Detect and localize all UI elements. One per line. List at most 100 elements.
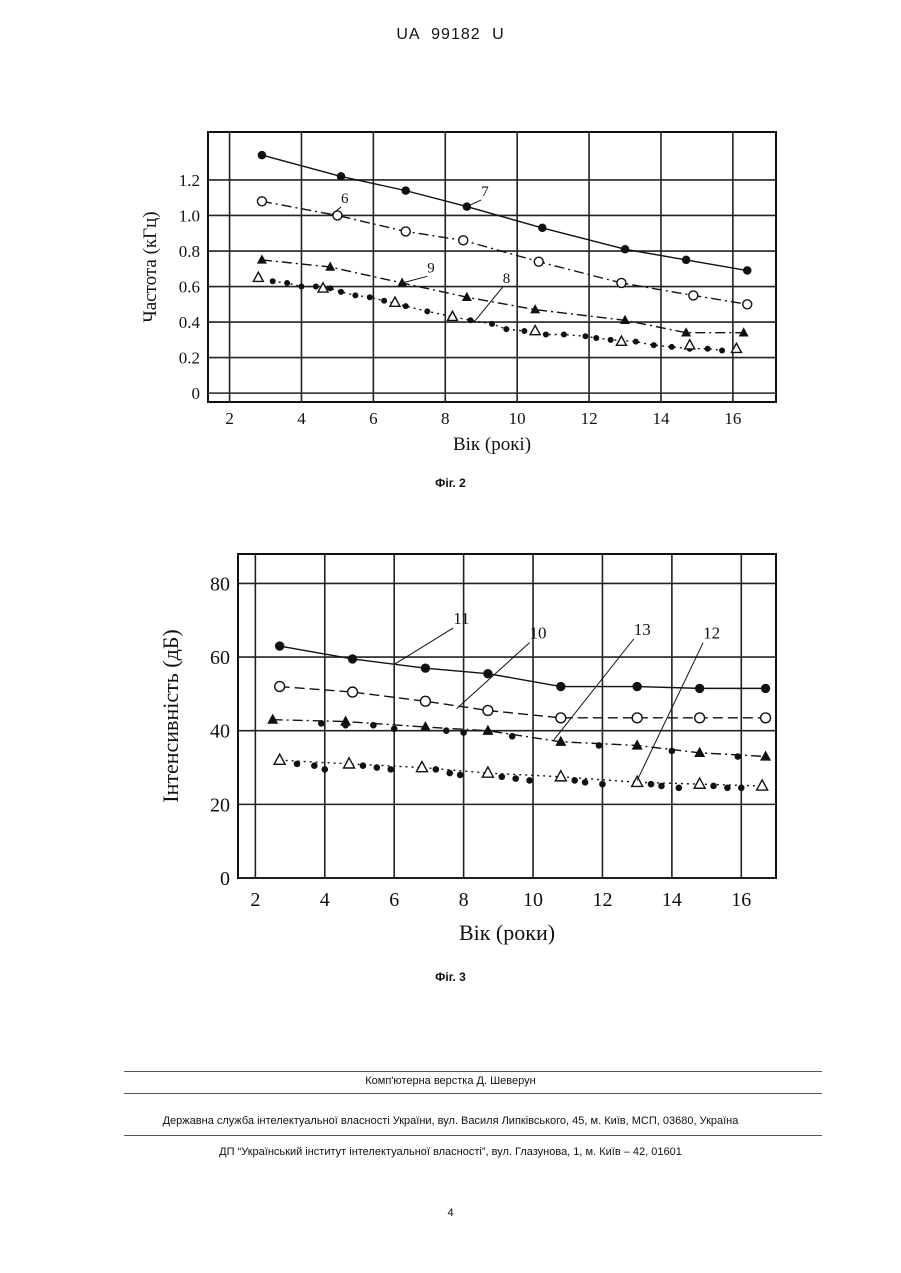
layout-credit: Комп'ютерна верстка Д. Шеверун bbox=[0, 1075, 901, 1087]
data-point bbox=[344, 758, 355, 768]
x-tick-label: 12 bbox=[581, 409, 598, 428]
x-axis-label: Вік (роки) bbox=[459, 920, 555, 945]
intensity-chart: 246810121416020406080Вік (роки)Інтенсивн… bbox=[0, 540, 901, 960]
data-point bbox=[632, 739, 643, 749]
y-tick-label: 0.4 bbox=[179, 313, 201, 332]
x-tick-label: 14 bbox=[662, 889, 682, 911]
series-label: 12 bbox=[703, 624, 720, 643]
data-point bbox=[571, 777, 578, 784]
data-point bbox=[651, 342, 657, 348]
series-unlabeled-4 bbox=[253, 272, 741, 352]
data-point bbox=[274, 754, 285, 764]
data-point bbox=[348, 654, 357, 663]
data-point bbox=[738, 784, 745, 791]
series-label: 8 bbox=[503, 271, 511, 287]
x-tick-label: 16 bbox=[724, 409, 741, 428]
data-point bbox=[424, 308, 430, 314]
frequency-chart: 24681012141600.20.40.60.81.01.2Вік (рокі… bbox=[0, 120, 901, 470]
x-tick-label: 8 bbox=[459, 889, 469, 911]
data-point bbox=[561, 332, 567, 338]
data-point bbox=[275, 682, 285, 692]
data-point bbox=[275, 641, 284, 650]
series-label: 9 bbox=[427, 260, 435, 276]
x-axis-label: Вік (рокі) bbox=[453, 434, 531, 455]
agency-address: Державна служба інтелектуальної власност… bbox=[0, 1115, 901, 1127]
data-point bbox=[253, 272, 263, 281]
plot-frame bbox=[208, 132, 776, 402]
figure-3-caption: Фіг. 3 bbox=[0, 970, 901, 984]
x-tick-label: 4 bbox=[320, 889, 330, 911]
data-point bbox=[556, 682, 565, 691]
data-point bbox=[761, 713, 771, 723]
series-label: 11 bbox=[453, 609, 469, 628]
data-point bbox=[467, 317, 473, 323]
series-line bbox=[280, 646, 766, 688]
data-point bbox=[391, 726, 398, 733]
x-tick-label: 6 bbox=[389, 889, 399, 911]
data-point bbox=[348, 687, 358, 697]
data-point bbox=[421, 663, 430, 672]
y-tick-label: 60 bbox=[210, 647, 230, 669]
data-point bbox=[294, 761, 301, 768]
data-point bbox=[483, 706, 493, 716]
x-tick-label: 6 bbox=[369, 409, 378, 428]
x-tick-label: 12 bbox=[592, 889, 612, 911]
data-point bbox=[420, 696, 430, 706]
data-point bbox=[298, 284, 304, 290]
callout-leader bbox=[554, 639, 634, 740]
page-number: 4 bbox=[0, 1207, 901, 1219]
x-tick-label: 2 bbox=[225, 409, 234, 428]
data-point bbox=[327, 285, 333, 291]
data-point bbox=[648, 781, 655, 788]
callout-leader bbox=[474, 287, 503, 322]
data-point bbox=[284, 280, 290, 286]
data-point bbox=[556, 713, 566, 723]
series-label: 10 bbox=[530, 624, 547, 643]
y-tick-label: 0 bbox=[220, 868, 230, 890]
data-point bbox=[632, 713, 642, 723]
data-point bbox=[694, 778, 705, 788]
x-tick-label: 4 bbox=[297, 409, 306, 428]
data-point bbox=[387, 766, 394, 773]
series-label: 13 bbox=[634, 620, 651, 639]
data-point bbox=[270, 278, 276, 284]
data-point bbox=[599, 781, 606, 788]
x-tick-label: 10 bbox=[523, 889, 543, 911]
data-point bbox=[258, 151, 267, 160]
data-point bbox=[685, 340, 695, 349]
data-point bbox=[757, 780, 768, 790]
data-point bbox=[705, 346, 711, 352]
data-point bbox=[337, 172, 346, 181]
data-point bbox=[433, 766, 440, 773]
data-point bbox=[739, 327, 749, 336]
x-tick-label: 10 bbox=[509, 409, 526, 428]
callout-leader bbox=[394, 628, 453, 665]
data-point bbox=[695, 713, 705, 723]
data-point bbox=[582, 779, 589, 786]
data-point bbox=[446, 770, 453, 777]
callout-leader bbox=[637, 643, 703, 781]
data-point bbox=[669, 344, 675, 350]
data-point bbox=[374, 764, 381, 771]
data-point bbox=[526, 777, 533, 784]
data-point bbox=[257, 197, 266, 206]
data-point bbox=[498, 773, 505, 780]
data-point bbox=[616, 336, 626, 345]
data-point bbox=[267, 714, 278, 724]
data-point bbox=[530, 325, 540, 334]
data-point bbox=[403, 303, 409, 309]
data-point bbox=[669, 748, 676, 755]
data-point bbox=[313, 284, 319, 290]
data-point bbox=[760, 750, 771, 760]
data-point bbox=[689, 291, 698, 300]
data-point bbox=[370, 722, 377, 729]
series-9 bbox=[257, 254, 749, 336]
data-point bbox=[596, 742, 603, 749]
x-tick-label: 14 bbox=[652, 409, 670, 428]
data-point bbox=[633, 339, 639, 345]
data-point bbox=[743, 300, 752, 309]
data-point bbox=[682, 256, 691, 264]
x-tick-label: 16 bbox=[731, 889, 751, 911]
institute-address: ДП “Український інститут інтелектуальної… bbox=[0, 1146, 901, 1158]
footer-rule-1 bbox=[124, 1071, 822, 1072]
